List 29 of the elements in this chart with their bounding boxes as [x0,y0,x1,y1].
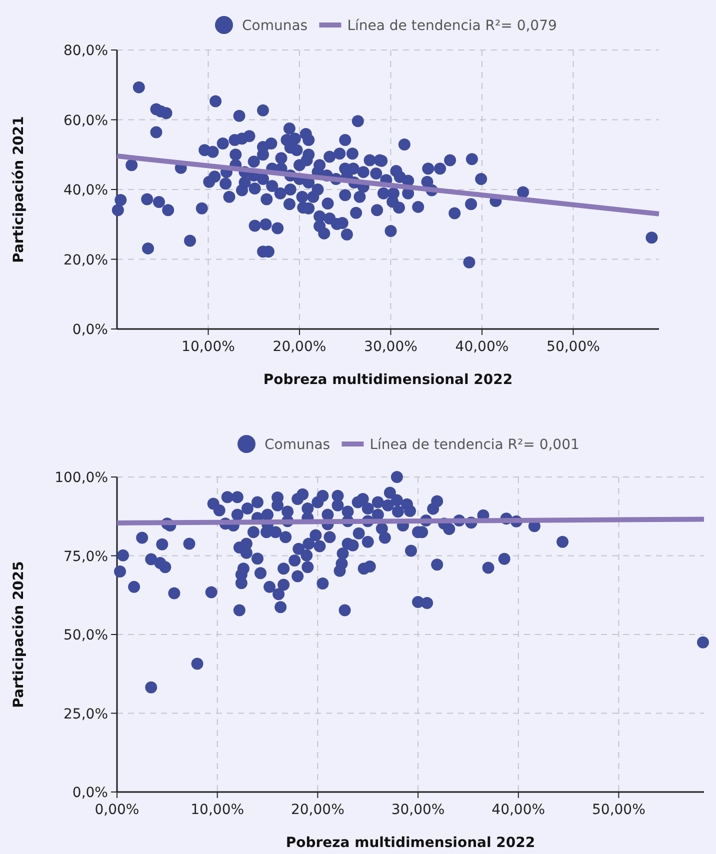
x-tick-label: 50,00% [592,802,646,818]
x-tick-label: 30,00% [364,339,418,355]
x-tick-label: 40,00% [492,802,546,818]
y-tick-label: 100,0% [54,470,108,486]
y-tick-label: 75,0% [64,548,108,565]
y-tick-label: 50,0% [64,628,108,644]
x-axis-title: Pobreza multidimensional 2022 [286,835,536,851]
x-tick-label: 20,00% [290,802,344,818]
y-axis-title: Participación 2025 [11,561,27,708]
y-tick-label: 80,0% [64,43,108,59]
x-tick-label: 40,00% [455,339,509,355]
x-tick-label: 50,00% [546,339,600,355]
y-axis-title: Participación 2021 [11,116,27,263]
x-axis-title: Pobreza multidimensional 2022 [263,372,513,388]
legend-label: Línea de tendencia R²= 0,079 [347,18,557,34]
y-tick-label: 60,0% [64,112,108,129]
x-tick-label: 10,00% [182,339,235,355]
y-tick-label: 25,0% [64,706,108,722]
y-tick-label: 0,0% [72,785,108,801]
x-tick-label: 10,00% [190,802,244,818]
x-tick-label: 30,00% [391,802,445,818]
y-tick-label: 40,0% [64,182,108,198]
legend-label: Comunas [242,18,308,34]
legend-label: Comunas [264,437,330,453]
y-tick-label: 0,0% [72,322,108,338]
x-tick-label: 20,00% [272,339,326,355]
legend-label: Línea de tendencia R²= 0,001 [370,437,580,453]
y-tick-label: 20,0% [64,252,108,268]
x-tick-label: 0,00% [94,802,140,818]
